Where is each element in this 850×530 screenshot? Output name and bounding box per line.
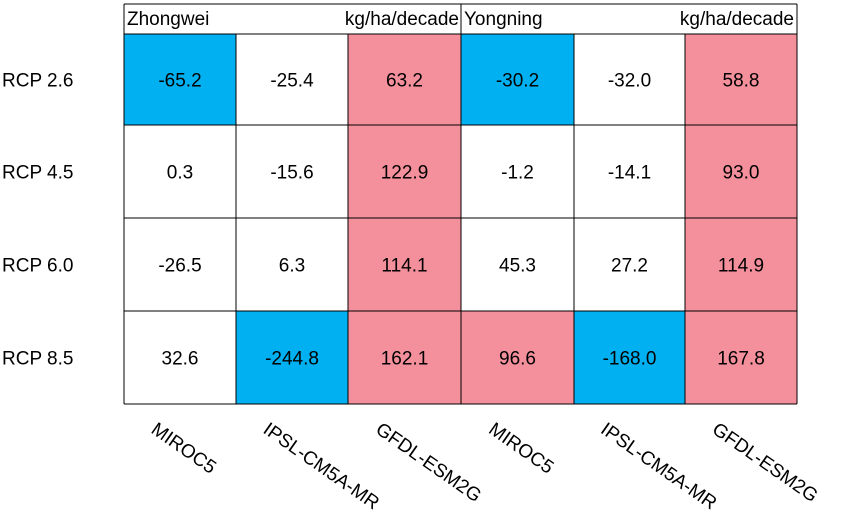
headers-layer: Zhongwei kg/ha/decade Yongning kg/ha/dec… bbox=[127, 9, 794, 30]
column-label: GFDL-ESM2G bbox=[372, 419, 485, 507]
heatmap-cell bbox=[461, 311, 574, 404]
cell-value-label: -30.2 bbox=[496, 71, 539, 92]
heatmap-cell bbox=[685, 218, 797, 311]
cell-value-label: 32.6 bbox=[162, 349, 199, 370]
panel-title-zhongwei: Zhongwei bbox=[127, 9, 209, 30]
cell-value-label: -168.0 bbox=[603, 349, 657, 370]
grid-lines bbox=[123, 3, 798, 405]
cell-value-label: 6.3 bbox=[279, 256, 305, 277]
heatmap-cell bbox=[348, 34, 461, 125]
cell-value-label: 93.0 bbox=[723, 163, 760, 184]
row-label: RCP 6.0 bbox=[2, 256, 73, 277]
cell-value-label: -1.2 bbox=[501, 163, 534, 184]
heatmap-cell bbox=[685, 125, 797, 218]
cell-value-label: 114.1 bbox=[381, 256, 427, 277]
heatmap-cell bbox=[124, 125, 236, 218]
heatmap-cell bbox=[236, 218, 348, 311]
heatmap-cell bbox=[574, 311, 685, 404]
column-label: IPSL-CM5A-MR bbox=[259, 419, 383, 514]
cell-value-label: -32.0 bbox=[608, 71, 651, 92]
cell-value-label: 27.2 bbox=[611, 256, 648, 277]
panel-title-yongning: Yongning bbox=[464, 9, 543, 30]
heatmap-cell bbox=[124, 218, 236, 311]
cell-value-label: -65.2 bbox=[158, 71, 201, 92]
heatmap-cell bbox=[236, 311, 348, 404]
column-label: MIROC5 bbox=[485, 419, 558, 479]
cell-value-label: 114.9 bbox=[718, 256, 764, 277]
heatmap-cell bbox=[461, 34, 574, 125]
cell-value-label: 45.3 bbox=[499, 256, 536, 277]
cell-value-label: -244.8 bbox=[265, 349, 319, 370]
panel-unit-zhongwei: kg/ha/decade bbox=[345, 9, 459, 30]
heatmap-cell bbox=[461, 125, 574, 218]
cell-value-label: -15.6 bbox=[270, 163, 313, 184]
heatmap-cell bbox=[236, 125, 348, 218]
row-labels: RCP 2.6 RCP 4.5 RCP 6.0 RCP 8.5 bbox=[2, 71, 73, 370]
cell-value-label: 122.9 bbox=[381, 163, 429, 184]
heatmap-cell bbox=[685, 34, 797, 125]
cell-value-label: 58.8 bbox=[723, 71, 760, 92]
heatmap-cell bbox=[461, 218, 574, 311]
cell-value-label: 96.6 bbox=[499, 349, 536, 370]
heatmap-cell bbox=[348, 311, 461, 404]
column-label: IPSL-CM5A-MR bbox=[597, 419, 721, 514]
cells-layer: -65.2 -25.4 63.2 -30.2 -32.0 58.8 0.3 -15.6 122.… bbox=[124, 34, 797, 404]
cell-value-label: 0.3 bbox=[167, 163, 193, 184]
cell-value-label: -25.4 bbox=[270, 71, 314, 92]
heatmap-cell bbox=[574, 34, 685, 125]
row-label: RCP 8.5 bbox=[2, 349, 73, 370]
cell-value-label: -14.1 bbox=[608, 163, 651, 184]
column-label: GFDL-ESM2G bbox=[708, 419, 821, 507]
heatmap-cell bbox=[348, 218, 461, 311]
heatmap-cell bbox=[124, 311, 236, 404]
heatmap-cell bbox=[348, 125, 461, 218]
cell-value-label: 167.8 bbox=[717, 349, 765, 370]
heatmap-cell bbox=[685, 311, 797, 404]
panel-unit-yongning: kg/ha/decade bbox=[680, 9, 794, 30]
heatmap-cell bbox=[574, 125, 685, 218]
heatmap-cell bbox=[236, 34, 348, 125]
cell-value-label: -26.5 bbox=[158, 256, 201, 277]
cell-value-label: 162.1 bbox=[381, 349, 429, 370]
heatmap-cell bbox=[124, 34, 236, 125]
heatmap-cell bbox=[574, 218, 685, 311]
row-label: RCP 4.5 bbox=[2, 163, 73, 184]
cell-value-label: 63.2 bbox=[386, 71, 423, 92]
row-label: RCP 2.6 bbox=[2, 71, 73, 92]
column-label: MIROC5 bbox=[147, 419, 220, 479]
